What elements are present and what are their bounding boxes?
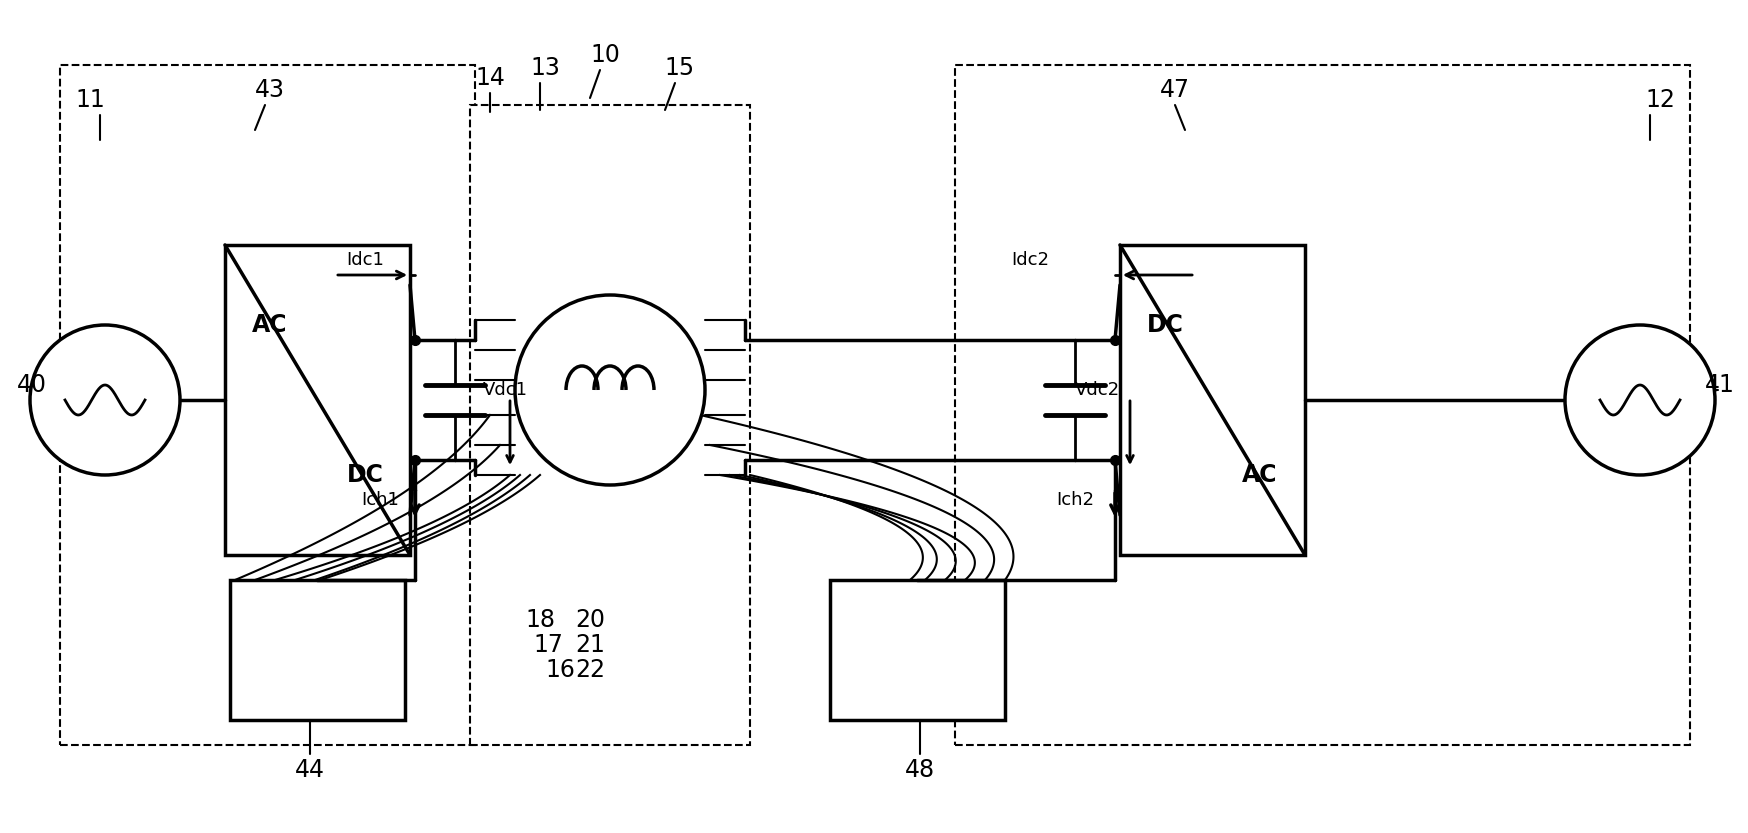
Text: AC: AC [1241, 463, 1278, 487]
Text: 43: 43 [255, 78, 285, 102]
Circle shape [514, 295, 704, 485]
Bar [954, 65, 1689, 745]
Bar [1119, 245, 1304, 555]
Text: Vdc1: Vdc1 [482, 381, 528, 399]
Text: Ich2: Ich2 [1056, 491, 1094, 509]
Text: Idc1: Idc1 [346, 251, 385, 269]
Bar [59, 65, 475, 745]
Text: 14: 14 [475, 66, 505, 90]
Text: 18: 18 [524, 608, 554, 632]
Text: 44: 44 [295, 758, 325, 782]
Bar [231, 580, 406, 720]
Text: 11: 11 [75, 88, 105, 112]
Text: 21: 21 [575, 633, 605, 657]
Text: AC: AC [252, 313, 288, 337]
Text: 20: 20 [575, 608, 605, 632]
Text: 17: 17 [533, 633, 563, 657]
Text: 22: 22 [575, 658, 605, 682]
Bar [470, 105, 750, 745]
Text: 41: 41 [1704, 373, 1734, 397]
Text: DC: DC [1147, 313, 1183, 337]
Text: 48: 48 [904, 758, 935, 782]
Circle shape [1564, 325, 1715, 475]
Text: DC: DC [346, 463, 383, 487]
Text: 10: 10 [589, 43, 619, 67]
Text: 15: 15 [664, 56, 694, 80]
Text: Ich1: Ich1 [360, 491, 399, 509]
Text: 13: 13 [530, 56, 559, 80]
Text: Vdc2: Vdc2 [1073, 381, 1119, 399]
Bar [225, 245, 409, 555]
Text: 16: 16 [545, 658, 575, 682]
Text: 12: 12 [1645, 88, 1675, 112]
Text: Idc2: Idc2 [1010, 251, 1049, 269]
Text: 47: 47 [1159, 78, 1189, 102]
Bar [830, 580, 1005, 720]
Text: 40: 40 [17, 373, 47, 397]
Circle shape [30, 325, 180, 475]
